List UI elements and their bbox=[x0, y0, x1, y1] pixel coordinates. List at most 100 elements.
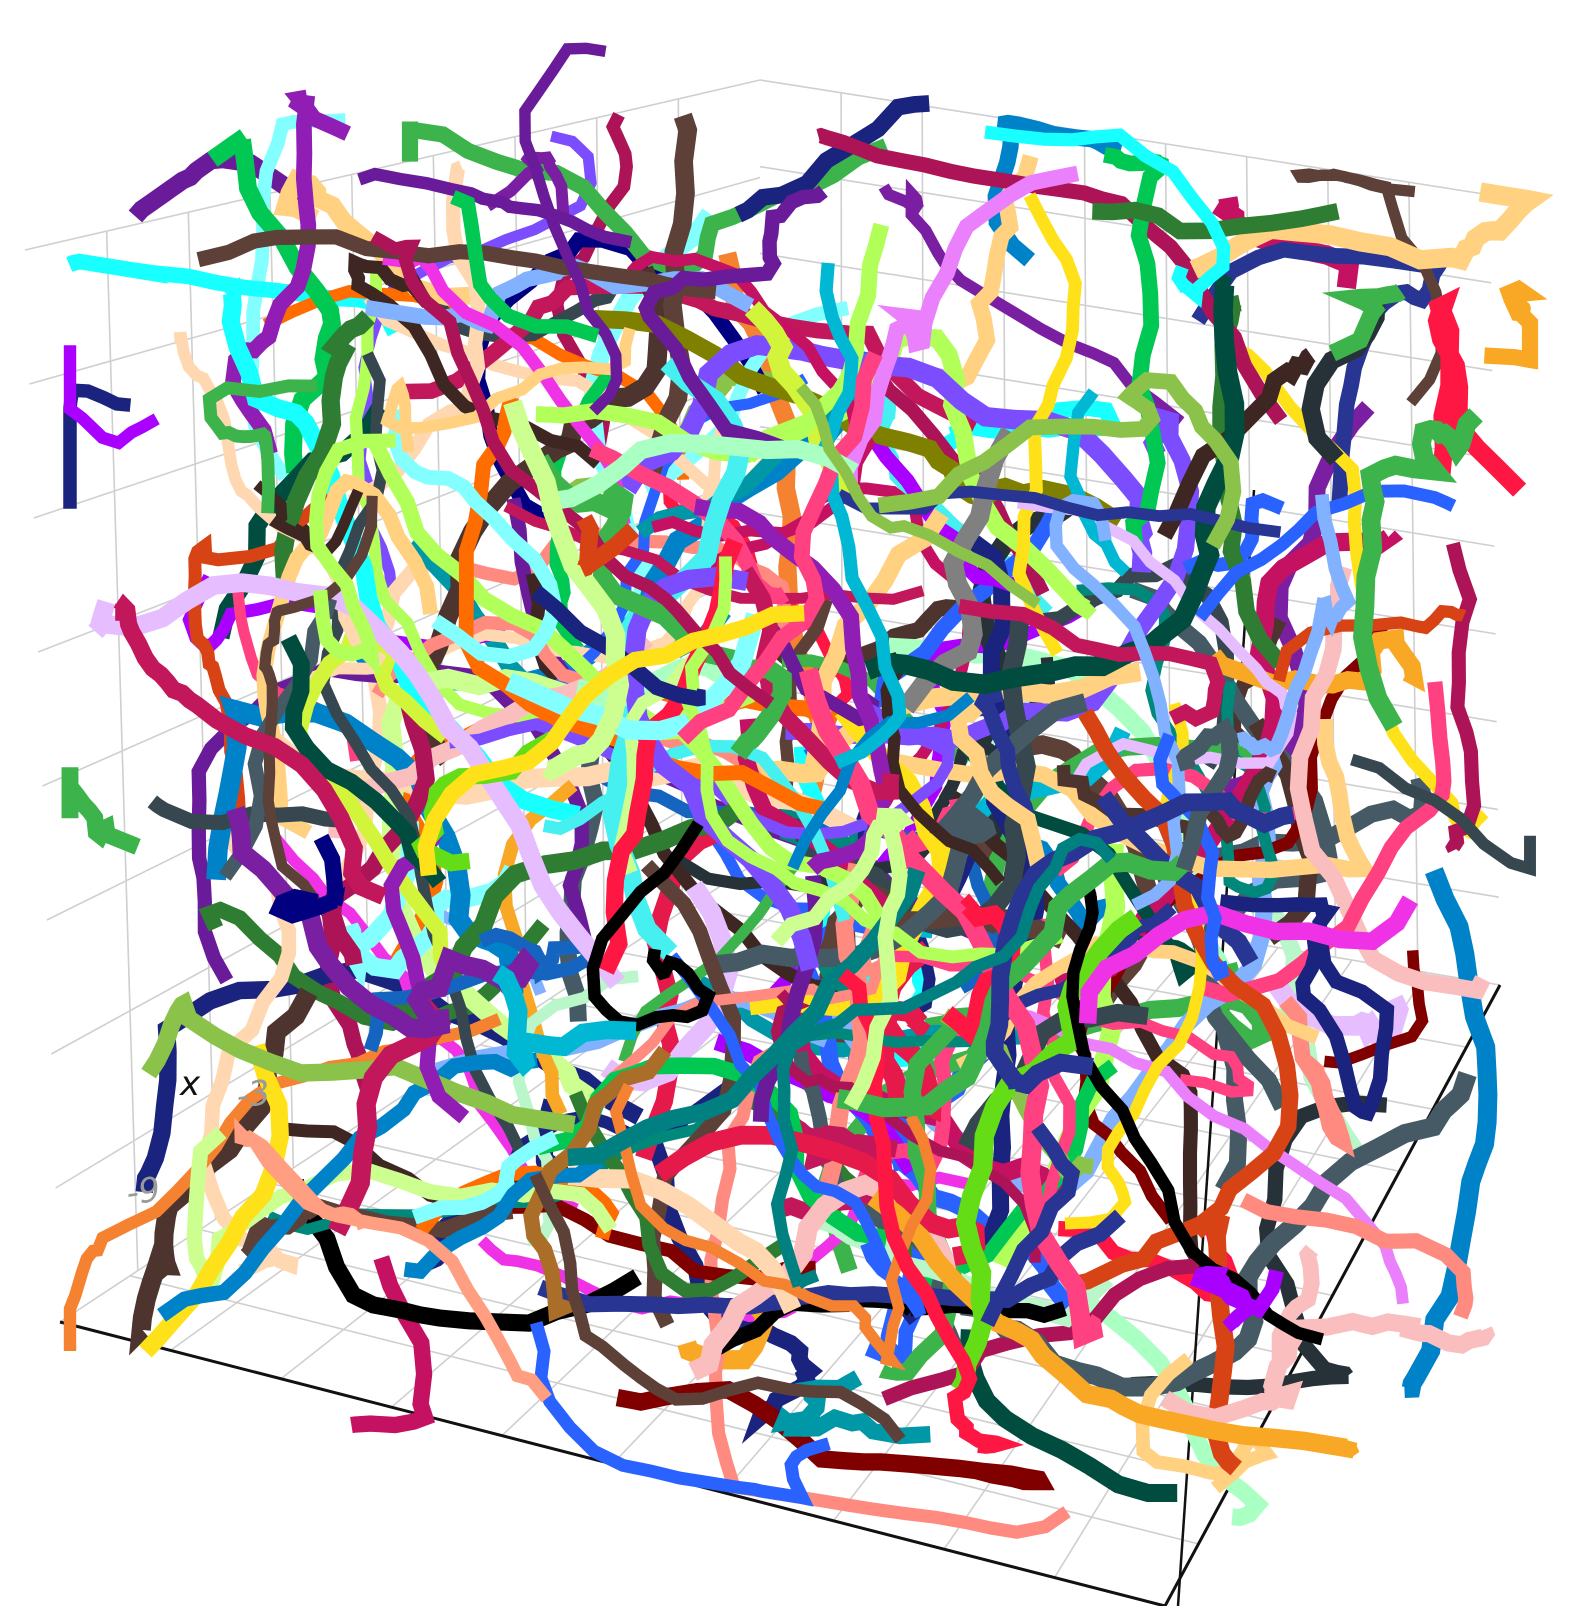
series-tube bbox=[985, 792, 1296, 1095]
series-tube bbox=[1189, 182, 1554, 279]
series-tube bbox=[984, 125, 1231, 308]
wall-grid-line bbox=[105, 231, 139, 1271]
series-tube bbox=[796, 383, 1041, 609]
series-tube bbox=[586, 820, 717, 1032]
series-tube bbox=[1191, 241, 1448, 507]
series-tube bbox=[530, 585, 706, 707]
series-tube bbox=[770, 807, 915, 1111]
series-tube bbox=[1219, 894, 1395, 1122]
series-tube bbox=[1350, 753, 1536, 877]
series-tube bbox=[403, 1154, 603, 1280]
series-tube bbox=[798, 667, 1104, 1350]
series-tube bbox=[539, 434, 859, 512]
series-tube bbox=[567, 1166, 802, 1315]
series-tube bbox=[576, 514, 640, 577]
series-tube bbox=[1012, 192, 1082, 657]
series-tube bbox=[383, 829, 470, 1124]
series-tube bbox=[268, 833, 346, 924]
series-tube bbox=[1160, 1312, 1496, 1427]
series-tube bbox=[113, 593, 388, 905]
series-tube bbox=[207, 129, 342, 474]
series-tube bbox=[202, 379, 318, 514]
series-tube bbox=[1289, 168, 1447, 407]
series-tube bbox=[1194, 484, 1457, 622]
series-tube bbox=[519, 42, 623, 416]
series-tube bbox=[1401, 867, 1498, 1398]
series-tube bbox=[734, 95, 930, 223]
series-tube bbox=[417, 605, 805, 877]
wall-grid-line bbox=[759, 252, 1493, 372]
series-tube bbox=[535, 222, 890, 463]
series-tube bbox=[980, 1122, 1081, 1328]
series-tube bbox=[1483, 279, 1548, 370]
axis-labels: x -9 -3 bbox=[124, 1064, 273, 1214]
series-tube bbox=[752, 874, 824, 1123]
series-tube bbox=[877, 371, 1242, 550]
series-tube bbox=[1353, 408, 1483, 732]
series-tube bbox=[770, 832, 1116, 1289]
series-tube bbox=[1239, 1193, 1474, 1320]
series-tube bbox=[491, 964, 637, 1077]
series-tube bbox=[63, 345, 160, 450]
series-tube bbox=[898, 426, 1019, 714]
series-tube bbox=[274, 310, 375, 601]
series-tube bbox=[1102, 146, 1170, 545]
series-tube bbox=[537, 1209, 1126, 1315]
series-tube bbox=[147, 795, 347, 831]
series-tube bbox=[380, 326, 636, 453]
series-tube bbox=[1236, 493, 1357, 758]
series-tube bbox=[679, 556, 1064, 964]
series-tube bbox=[259, 495, 378, 913]
series-tube bbox=[61, 767, 141, 855]
series-lines bbox=[61, 42, 1554, 1539]
series-tube bbox=[253, 480, 364, 558]
series-tube bbox=[450, 190, 600, 343]
series-tube bbox=[1199, 681, 1452, 1003]
wall-grid-line bbox=[269, 193, 295, 1169]
series-tube bbox=[588, 441, 790, 605]
series-tube bbox=[411, 1130, 560, 1225]
series-tube bbox=[836, 852, 1191, 1118]
series-tube bbox=[128, 150, 311, 223]
series-tube bbox=[1153, 732, 1230, 982]
x-axis-label: x bbox=[179, 1064, 201, 1104]
wall-grid-line bbox=[24, 79, 761, 251]
x-tick-label-1: -3 bbox=[234, 1073, 273, 1117]
series-tube bbox=[386, 409, 563, 665]
series-tube bbox=[842, 165, 1080, 500]
series-tube bbox=[141, 991, 576, 1134]
series-tube bbox=[638, 185, 828, 457]
series-tube bbox=[357, 167, 633, 249]
series-tube bbox=[998, 1005, 1409, 1305]
series-tube bbox=[531, 453, 792, 760]
wall-grid-line bbox=[1408, 182, 1419, 972]
series-tube bbox=[704, 1042, 1071, 1539]
series-tube bbox=[291, 621, 457, 982]
series-tube bbox=[529, 1320, 831, 1507]
series-tube bbox=[1156, 348, 1316, 540]
series-tube bbox=[458, 395, 829, 817]
series-tube bbox=[1189, 1265, 1284, 1333]
series-tube bbox=[837, 968, 1024, 1454]
series-tube bbox=[529, 1171, 906, 1444]
series-tube bbox=[308, 433, 396, 677]
series-tube bbox=[878, 178, 1185, 427]
series-tube bbox=[340, 821, 521, 992]
series-tube bbox=[1427, 286, 1527, 497]
series-tube bbox=[667, 952, 927, 1319]
series-tube bbox=[280, 634, 447, 889]
x-tick-label-0: -9 bbox=[124, 1170, 163, 1214]
series-tube bbox=[369, 230, 775, 709]
series-tube bbox=[505, 612, 765, 741]
series-tube bbox=[503, 399, 630, 781]
series-tube bbox=[63, 383, 132, 509]
series-tube bbox=[542, 739, 851, 923]
series-tube bbox=[1321, 284, 1406, 362]
series-tube bbox=[958, 598, 1226, 728]
series-tube bbox=[738, 566, 900, 801]
series-tube bbox=[816, 127, 1288, 426]
series-tube bbox=[139, 1043, 289, 1358]
series-tube bbox=[1078, 895, 1418, 1024]
series-tube bbox=[503, 501, 925, 605]
